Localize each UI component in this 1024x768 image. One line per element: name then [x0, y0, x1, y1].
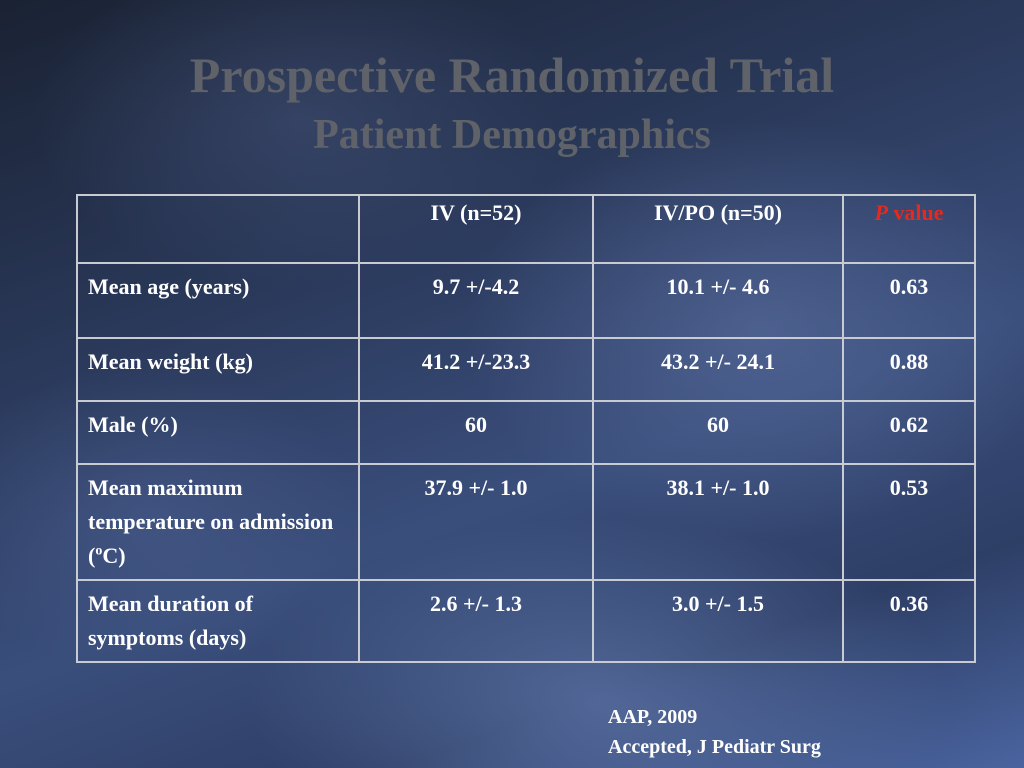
row-ivpo-value: 3.0 +/- 1.5 [592, 579, 844, 663]
header-p-value: P value [842, 194, 976, 264]
row-p-value: 0.53 [842, 463, 976, 581]
row-label: Mean weight (kg) [76, 337, 360, 402]
row-ivpo-value: 43.2 +/- 24.1 [592, 337, 844, 402]
header-ivpo: IV/PO (n=50) [592, 194, 844, 264]
row-p-value: 0.63 [842, 262, 976, 339]
table-row: Mean age (years) 9.7 +/-4.2 10.1 +/- 4.6… [76, 262, 976, 339]
row-label-unit: C) [102, 543, 126, 568]
row-iv-value: 2.6 +/- 1.3 [358, 579, 594, 663]
header-iv: IV (n=52) [358, 194, 594, 264]
row-label: Mean maximum temperature on admission (o… [76, 463, 360, 581]
row-ivpo-value: 10.1 +/- 4.6 [592, 262, 844, 339]
slide-title: Prospective Randomized Trial [189, 47, 835, 103]
demographics-table: IV (n=52) IV/PO (n=50) P value Mean age … [76, 194, 976, 663]
row-ivpo-value: 60 [592, 400, 844, 465]
row-ivpo-value: 38.1 +/- 1.0 [592, 463, 844, 581]
row-label: Male (%) [76, 400, 360, 465]
row-label-text: Mean maximum temperature on admission ( [88, 475, 334, 568]
row-iv-value: 9.7 +/-4.2 [358, 262, 594, 339]
table-row: Male (%) 60 60 0.62 [76, 400, 976, 465]
row-iv-value: 41.2 +/-23.3 [358, 337, 594, 402]
row-iv-value: 37.9 +/- 1.0 [358, 463, 594, 581]
table-row: Mean weight (kg) 41.2 +/-23.3 43.2 +/- 2… [76, 337, 976, 402]
header-p-rest: value [887, 200, 944, 225]
row-p-value: 0.62 [842, 400, 976, 465]
row-label: Mean age (years) [76, 262, 360, 339]
table-header-row: IV (n=52) IV/PO (n=50) P value [76, 194, 976, 264]
table-row: Mean maximum temperature on admission (o… [76, 463, 976, 581]
reference-line-1: AAP, 2009 [608, 706, 698, 728]
header-empty-cell [76, 194, 360, 264]
degree-superscript: o [95, 543, 103, 559]
row-p-value: 0.88 [842, 337, 976, 402]
row-p-value: 0.36 [842, 579, 976, 663]
reference-line-2: Accepted, J Pediatr Surg [608, 736, 821, 758]
row-label: Mean duration of symptoms (days) [76, 579, 360, 663]
header-p-italic: P [874, 200, 888, 225]
slide-subtitle: Patient Demographics [313, 112, 711, 158]
row-iv-value: 60 [358, 400, 594, 465]
table-row: Mean duration of symptoms (days) 2.6 +/-… [76, 579, 976, 663]
